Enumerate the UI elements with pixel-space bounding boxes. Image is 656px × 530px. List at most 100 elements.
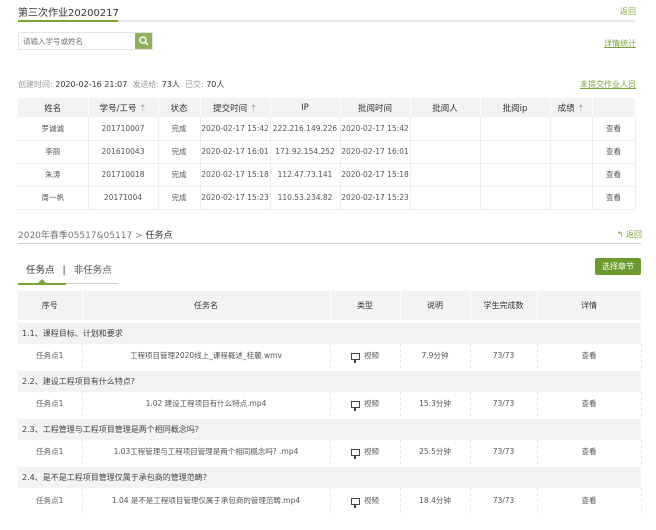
col-task-name: 任务名 bbox=[82, 291, 331, 321]
view-link[interactable]: 查看 bbox=[592, 186, 636, 210]
monitor-icon bbox=[351, 448, 360, 459]
table-header: 序号 任务名 类型 说明 学生完成数 详情 bbox=[18, 291, 642, 321]
col-submit-time[interactable]: 提交时间 ⇡ bbox=[200, 98, 271, 117]
col-review-ip: 批阅ip bbox=[480, 98, 551, 117]
sent-value: 73人 bbox=[161, 80, 180, 89]
cell-score bbox=[550, 140, 593, 164]
monitor-icon bbox=[351, 497, 360, 508]
tabs: 任务点 | 非任务点 bbox=[26, 262, 112, 276]
cell-rip bbox=[480, 117, 551, 141]
col-name: 姓名 bbox=[18, 98, 89, 117]
task-done: 73/73 bbox=[470, 392, 538, 417]
col-no: 序号 bbox=[18, 291, 83, 321]
created-label: 创建时间: bbox=[18, 80, 53, 89]
cell-reviewer bbox=[410, 186, 481, 210]
view-link[interactable]: 查看 bbox=[592, 163, 636, 187]
table-header: 姓名 学号/工号 ⇡ 状态 提交时间 ⇡ IP 批阅时间 批阅人 批阅ip 成绩… bbox=[18, 98, 636, 117]
task-type: 视频 bbox=[330, 440, 401, 465]
back-link[interactable]: 返回 bbox=[620, 7, 636, 16]
sort-icon[interactable]: ⇡ bbox=[249, 103, 257, 114]
view-link[interactable]: 查看 bbox=[592, 117, 636, 141]
view-link[interactable]: 查看 bbox=[537, 488, 642, 513]
task-name: 1.04 是不是工程项目管理仅属于承包商的管理范畴.mp4 bbox=[82, 488, 331, 513]
task-row: 任务点1 工程项目管理2020线上_课程概述_桂麓.wmv 视频 7.9分钟 7… bbox=[18, 344, 642, 369]
col-detail: 详情 bbox=[537, 291, 642, 321]
table-row: 朱涛 201710018 完成 2020-02-17 15:18 112.47.73.1… bbox=[18, 163, 636, 187]
monitor-icon bbox=[351, 352, 360, 363]
back-link-2[interactable]: ↰ 返回 bbox=[616, 230, 642, 239]
chapter-row: 1.1、课程目标、计划和要求 bbox=[18, 319, 641, 344]
col-score[interactable]: 成绩 ⇡ bbox=[550, 98, 593, 117]
title-divider bbox=[18, 20, 635, 22]
col-desc: 说明 bbox=[400, 291, 471, 321]
sort-icon[interactable]: ⇡ bbox=[577, 103, 585, 114]
cell-score bbox=[550, 163, 593, 187]
task-type: 视频 bbox=[330, 344, 401, 369]
cell-id: 201710018 bbox=[88, 163, 159, 187]
chapter-title: 2.4、是不是工程项目管理仅属于承包商的管理范畴? bbox=[18, 463, 641, 488]
submissions-table: 姓名 学号/工号 ⇡ 状态 提交时间 ⇡ IP 批阅时间 批阅人 批阅ip 成绩… bbox=[18, 98, 636, 210]
table-row: 李丽 201610043 完成 2020-02-17 16:01 171.92.154.… bbox=[18, 140, 636, 164]
breadcrumb-current: 任务点 bbox=[145, 231, 173, 241]
cell-name: 罗诚诚 bbox=[18, 117, 89, 141]
view-link[interactable]: 查看 bbox=[537, 344, 642, 369]
cell-reviewer bbox=[410, 140, 481, 164]
tab-task-points[interactable]: 任务点 bbox=[26, 265, 55, 276]
cell-review: 2020-02-17 15:23 bbox=[340, 186, 411, 210]
col-reviewer: 批阅人 bbox=[410, 98, 481, 117]
tab-underline bbox=[18, 279, 118, 285]
cell-review: 2020-02-17 16:01 bbox=[340, 140, 411, 164]
task-row: 任务点1 1.02 建设工程项目有什么特点.mp4 视频 15.3分钟 73/7… bbox=[18, 392, 642, 417]
col-id[interactable]: 学号/工号 ⇡ bbox=[88, 98, 159, 117]
task-no: 任务点1 bbox=[18, 344, 83, 369]
cell-name: 李丽 bbox=[18, 140, 89, 164]
breadcrumb-separator: > bbox=[135, 231, 143, 241]
chapter-row: 2.3、工程管理与工程项目管理是两个相同概念吗? bbox=[18, 415, 641, 440]
task-no: 任务点1 bbox=[18, 440, 83, 465]
col-ip: IP bbox=[270, 98, 341, 117]
select-chapter-button[interactable]: 选择章节 bbox=[595, 258, 641, 275]
tab-separator: | bbox=[62, 265, 66, 276]
cell-score bbox=[550, 186, 593, 210]
cell-ip: 171.92.154.252 bbox=[270, 140, 341, 164]
search-icon bbox=[138, 36, 149, 46]
cell-name: 朱涛 bbox=[18, 163, 89, 187]
detail-stats-link[interactable]: 详情统计 bbox=[604, 39, 636, 48]
cell-reviewer bbox=[410, 163, 481, 187]
created-value: 2020-02-16 21:07 bbox=[55, 80, 128, 89]
cell-submit: 2020-02-17 15:42 bbox=[200, 117, 271, 141]
task-name: 工程项目管理2020线上_课程概述_桂麓.wmv bbox=[82, 344, 331, 369]
view-link[interactable]: 查看 bbox=[537, 440, 642, 465]
cell-rip bbox=[480, 163, 551, 187]
view-link[interactable]: 查看 bbox=[592, 140, 636, 164]
task-type: 视频 bbox=[330, 392, 401, 417]
cell-status: 完成 bbox=[158, 117, 201, 141]
cell-review: 2020-02-17 15:42 bbox=[340, 117, 411, 141]
cell-rip bbox=[480, 140, 551, 164]
task-desc: 7.9分钟 bbox=[400, 344, 471, 369]
cell-name: 周一帆 bbox=[18, 186, 89, 210]
cell-submit: 2020-02-17 16:01 bbox=[200, 140, 271, 164]
task-done: 73/73 bbox=[470, 440, 538, 465]
task-name: 1.02 建设工程项目有什么特点.mp4 bbox=[82, 392, 331, 417]
task-name: 1.03工程管理与工程项目管理是两个相同概念吗? .mp4 bbox=[82, 440, 331, 465]
task-done: 73/73 bbox=[470, 344, 538, 369]
cell-status: 完成 bbox=[158, 140, 201, 164]
sort-icon[interactable]: ⇡ bbox=[139, 103, 147, 114]
breadcrumb-course[interactable]: 2020年春季05517&05117 bbox=[18, 231, 133, 241]
task-type: 视频 bbox=[330, 488, 401, 513]
view-link[interactable]: 查看 bbox=[537, 392, 642, 417]
table-row: 罗诚诚 201710007 完成 2020-02-17 15:42 222.216.14… bbox=[18, 117, 636, 141]
tab-non-task-points[interactable]: 非任务点 bbox=[73, 265, 112, 276]
info-line: 创建时间: 2020-02-16 21:07 发送给: 73人 已交: 70人 bbox=[18, 79, 224, 90]
cell-submit: 2020-02-17 15:18 bbox=[200, 163, 271, 187]
col-action bbox=[592, 98, 636, 117]
submitted-label: 已交: bbox=[184, 80, 204, 89]
task-row: 任务点1 1.04 是不是工程项目管理仅属于承包商的管理范畴.mp4 视频 18… bbox=[18, 488, 642, 513]
unsubmitted-link[interactable]: 未提交作业人员 bbox=[580, 80, 636, 89]
search-button[interactable] bbox=[135, 33, 152, 49]
search-input[interactable] bbox=[19, 33, 135, 49]
col-status: 状态 bbox=[158, 98, 201, 117]
cell-ip: 222.216.149.226 bbox=[270, 117, 341, 141]
cell-id: 201710007 bbox=[88, 117, 159, 141]
